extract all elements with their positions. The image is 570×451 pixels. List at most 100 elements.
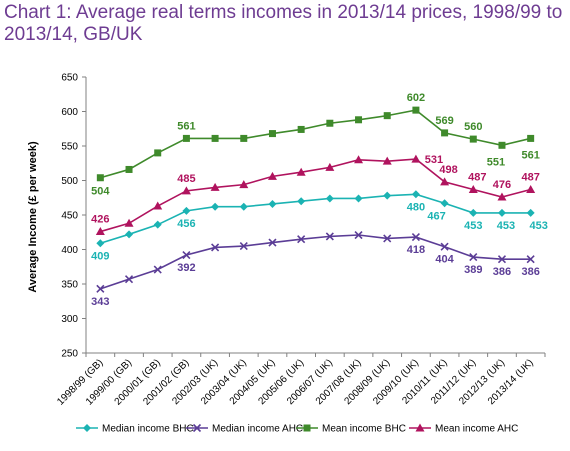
data-label-mean-income-bhc: 504 [91, 186, 110, 198]
y-tick-label: 400 [61, 245, 78, 256]
data-point-median-income-ahc [526, 255, 535, 264]
y-tick-label: 600 [61, 107, 78, 118]
data-point-mean-income-bhc [240, 134, 248, 142]
data-point-median-income-ahc [469, 253, 478, 262]
data-point-mean-income-bhc [125, 165, 133, 173]
data-point-mean-income-bhc [326, 119, 334, 127]
data-label-median-income-ahc: 389 [464, 264, 482, 276]
data-point-median-income-bhc [526, 208, 535, 217]
data-point-median-income-bhc [383, 191, 392, 200]
data-point-mean-income-ahc [468, 184, 478, 193]
data-label-median-income-ahc: 392 [177, 262, 195, 274]
legend-label-median-income-bhc: Median income BHC [102, 424, 194, 435]
y-tick-label: 500 [61, 176, 78, 187]
data-point-mean-income-bhc [498, 141, 506, 149]
data-point-mean-income-bhc [96, 174, 104, 182]
data-point-mean-income-ahc [124, 218, 134, 227]
data-label-median-income-bhc: 467 [427, 210, 445, 222]
data-point-mean-income-ahc [153, 201, 163, 210]
data-point-median-income-bhc [182, 206, 191, 215]
data-point-mean-income-bhc [211, 134, 219, 142]
data-label-mean-income-ahc: 498 [439, 164, 457, 176]
chart-title: Chart 1: Average real terms incomes in 2… [4, 2, 563, 45]
data-point-median-income-bhc [469, 208, 478, 217]
data-label-median-income-bhc: 453 [497, 220, 515, 232]
legend-marker-median-income-ahc [192, 423, 202, 433]
series-line-mean-income-bhc [100, 109, 531, 179]
data-label-mean-income-bhc: 569 [435, 115, 453, 127]
y-tick-label: 450 [61, 211, 78, 222]
data-point-median-income-bhc [268, 199, 277, 208]
data-label-median-income-ahc: 386 [521, 266, 539, 278]
legend-marker-mean-income-bhc [303, 424, 311, 432]
y-axis-title: Average Income (£ per week) [27, 141, 39, 293]
data-label-median-income-ahc: 404 [435, 254, 454, 266]
data-point-median-income-ahc [124, 275, 134, 284]
data-point-median-income-ahc [440, 242, 449, 251]
data-point-mean-income-ahc [526, 184, 536, 193]
legend-label-mean-income-ahc: Mean income AHC [435, 424, 518, 435]
data-label-mean-income-bhc: 561 [521, 149, 539, 161]
data-label-median-income-bhc: 480 [407, 201, 425, 213]
legend-label-median-income-ahc: Median income AHC [212, 424, 303, 435]
data-point-mean-income-ahc [325, 162, 335, 171]
data-label-mean-income-bhc: 560 [464, 121, 482, 133]
legend-label-mean-income-bhc: Mean income BHC [322, 424, 406, 435]
data-point-mean-income-bhc [527, 134, 535, 142]
data-point-median-income-bhc [411, 190, 420, 199]
data-point-mean-income-ahc [497, 192, 507, 201]
data-point-median-income-ahc [497, 255, 507, 264]
data-point-mean-income-bhc [469, 135, 477, 143]
data-point-mean-income-bhc [268, 130, 276, 138]
data-label-median-income-ahc: 343 [91, 296, 109, 308]
data-point-median-income-bhc [96, 239, 105, 248]
data-point-mean-income-bhc [441, 129, 449, 137]
data-point-median-income-bhc [497, 208, 506, 217]
data-point-median-income-bhc [325, 194, 334, 203]
data-point-mean-income-ahc [296, 167, 306, 176]
legend-marker-mean-income-ahc [415, 423, 425, 432]
data-point-median-income-bhc [211, 202, 220, 211]
data-point-median-income-ahc [153, 265, 162, 274]
data-point-mean-income-ahc [239, 180, 249, 189]
y-tick-label: 350 [61, 280, 78, 291]
legend-marker-median-income-bhc [83, 424, 91, 432]
data-label-mean-income-ahc: 487 [468, 171, 486, 183]
data-point-mean-income-ahc [440, 177, 450, 186]
data-label-median-income-bhc: 453 [464, 220, 482, 232]
data-point-median-income-ahc [182, 250, 191, 260]
data-point-mean-income-bhc [297, 125, 305, 133]
data-point-mean-income-ahc [210, 182, 220, 191]
data-label-mean-income-ahc: 426 [91, 214, 109, 226]
data-point-mean-income-ahc [382, 156, 392, 165]
data-point-median-income-ahc [354, 230, 363, 240]
y-tick-label: 250 [61, 349, 78, 360]
data-point-mean-income-ahc [354, 155, 364, 164]
data-point-median-income-ahc [411, 233, 420, 242]
data-point-median-income-bhc [297, 197, 306, 206]
data-point-mean-income-ahc [267, 171, 277, 180]
data-point-mean-income-bhc [383, 112, 391, 120]
data-point-median-income-ahc [239, 241, 248, 251]
series-line-median-income-ahc [100, 234, 531, 290]
data-point-median-income-bhc [125, 230, 134, 239]
data-point-mean-income-bhc [412, 106, 420, 114]
data-label-median-income-ahc: 418 [407, 244, 425, 256]
data-label-mean-income-ahc: 485 [177, 173, 195, 185]
data-point-mean-income-bhc [355, 116, 363, 124]
data-label-mean-income-bhc: 602 [407, 92, 425, 104]
data-point-median-income-ahc [268, 238, 277, 247]
data-point-median-income-bhc [239, 202, 248, 211]
y-tick-label: 650 [61, 73, 78, 84]
data-point-median-income-ahc [211, 243, 220, 252]
data-point-median-income-ahc [297, 235, 306, 244]
data-label-median-income-bhc: 456 [177, 218, 195, 230]
data-label-mean-income-ahc: 487 [521, 171, 539, 183]
data-label-mean-income-bhc: 551 [487, 156, 505, 168]
data-label-mean-income-bhc: 561 [177, 120, 195, 132]
data-label-median-income-bhc: 409 [91, 250, 109, 262]
series-line-median-income-bhc [100, 193, 531, 245]
data-point-mean-income-ahc [411, 154, 421, 163]
data-point-median-income-bhc [153, 220, 162, 229]
